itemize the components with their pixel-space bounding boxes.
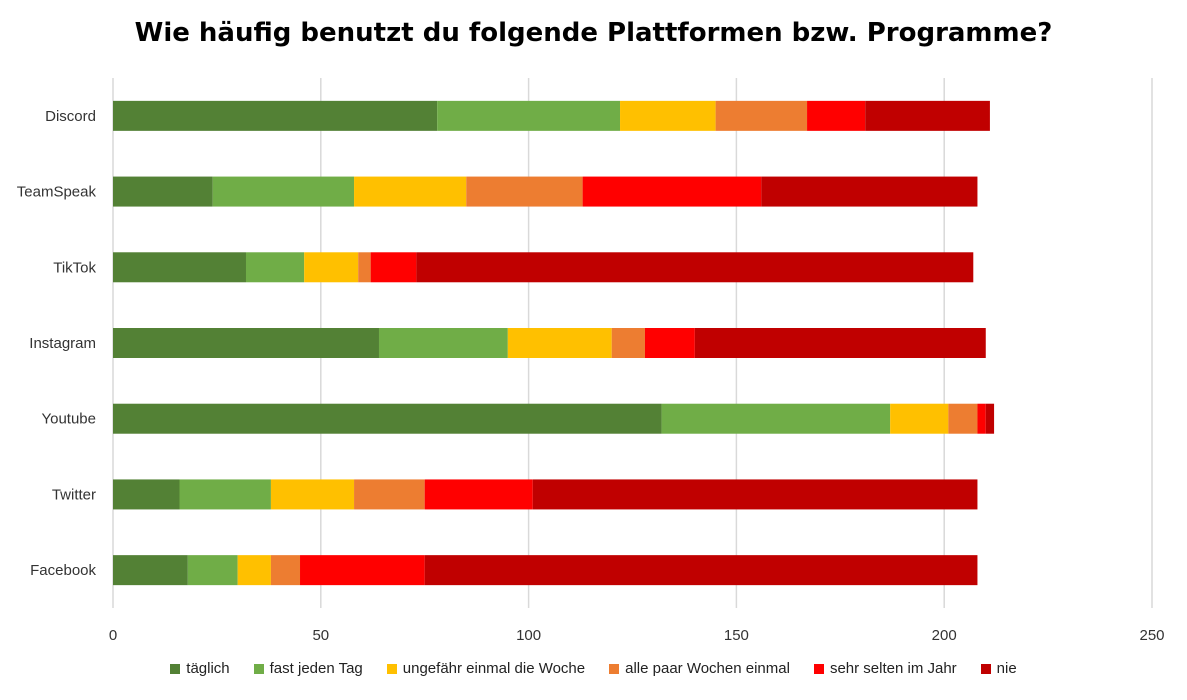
x-tick-label-150: 150: [724, 627, 749, 644]
y-tick-label-facebook: Facebook: [30, 562, 96, 579]
bar-teamspeak-series-3: [466, 176, 583, 207]
bar-facebook-series-2: [237, 555, 271, 586]
bar-discord-series-2: [620, 100, 716, 131]
bar-teamspeak-series-2: [354, 176, 467, 207]
bar-youtube-series-2: [890, 403, 949, 434]
bar-discord-series-3: [715, 100, 808, 131]
bar-twitter-series-0: [113, 479, 180, 510]
x-tick-label-200: 200: [932, 627, 957, 644]
bar-twitter-series-2: [270, 479, 355, 510]
legend-label-0: täglich: [186, 660, 230, 677]
legend-item-2: ungefähr einmal die Woche: [386, 660, 586, 677]
bar-tiktok-series-4: [370, 252, 417, 283]
bar-tiktok-series-2: [304, 252, 359, 283]
legend-swatch-5: [980, 663, 991, 674]
bar-twitter-series-1: [179, 479, 271, 510]
bar-facebook-series-5: [424, 555, 978, 586]
y-tick-label-teamspeak: TeamSpeak: [17, 184, 97, 201]
legend-swatch-0: [170, 663, 181, 674]
x-tick-label-100: 100: [516, 627, 541, 644]
bar-instagram-series-3: [611, 328, 645, 358]
legend-swatch-1: [253, 663, 264, 674]
bar-youtube-series-0: [113, 403, 662, 434]
bar-discord-series-5: [865, 100, 990, 131]
bar-youtube-series-3: [948, 403, 978, 434]
bar-twitter-series-4: [424, 479, 533, 510]
bar-teamspeak-series-4: [582, 176, 762, 207]
legend-swatch-2: [386, 663, 397, 674]
bar-instagram-series-4: [644, 328, 695, 358]
y-tick-label-youtube: Youtube: [41, 411, 96, 428]
legend-swatch-4: [813, 663, 824, 674]
chart-title: Wie häufig benutzt du folgende Plattform…: [134, 18, 1053, 48]
bar-instagram-series-1: [378, 328, 508, 358]
legend-item-3: alle paar Wochen einmal: [609, 660, 790, 677]
legend-item-1: fast jeden Tag: [253, 660, 363, 677]
bar-facebook-series-4: [300, 555, 425, 586]
y-tick-label-tiktok: TikTok: [53, 259, 96, 276]
bar-twitter-series-5: [532, 479, 978, 510]
x-tick-label-50: 50: [312, 627, 329, 644]
bar-instagram-series-2: [507, 328, 612, 358]
bar-teamspeak-series-0: [113, 176, 213, 207]
legend-label-3: alle paar Wochen einmal: [625, 660, 790, 677]
bar-twitter-series-3: [354, 479, 425, 510]
legend-item-5: nie: [980, 660, 1017, 677]
bar-facebook-series-1: [187, 555, 238, 586]
bar-discord-series-4: [807, 100, 866, 131]
legend-label-5: nie: [996, 660, 1017, 677]
bar-instagram-series-0: [113, 328, 379, 358]
y-tick-label-discord: Discord: [45, 108, 96, 125]
x-tick-label-0: 0: [109, 627, 117, 644]
legend-label-2: ungefähr einmal die Woche: [402, 660, 586, 677]
bar-facebook-series-0: [113, 555, 188, 586]
bar-discord-series-1: [437, 100, 621, 131]
bar-tiktok-series-5: [416, 252, 974, 283]
legend-item-4: sehr selten im Jahr: [813, 660, 957, 677]
y-tick-label-instagram: Instagram: [29, 335, 96, 352]
x-tick-label-250: 250: [1139, 627, 1164, 644]
legend-label-1: fast jeden Tag: [269, 660, 363, 677]
y-tick-label-twitter: Twitter: [52, 486, 96, 503]
bar-tiktok-series-3: [358, 252, 371, 283]
bar-discord-series-0: [113, 100, 438, 131]
bar-youtube-series-1: [661, 403, 891, 434]
bar-tiktok-series-1: [245, 252, 305, 283]
bar-youtube-series-5: [985, 403, 995, 434]
bar-youtube-series-4: [977, 403, 986, 434]
bar-facebook-series-3: [270, 555, 301, 586]
legend-item-0: täglich: [170, 660, 230, 677]
bar-instagram-series-5: [694, 328, 986, 358]
bar-teamspeak-series-5: [761, 176, 978, 207]
bar-tiktok-series-0: [113, 252, 246, 283]
legend-label-4: sehr selten im Jahr: [829, 660, 957, 677]
legend-swatch-3: [609, 663, 620, 674]
legend: täglich fast jeden Tag ungefähr einmal die…: [0, 660, 1187, 677]
bar-teamspeak-series-1: [212, 176, 355, 207]
